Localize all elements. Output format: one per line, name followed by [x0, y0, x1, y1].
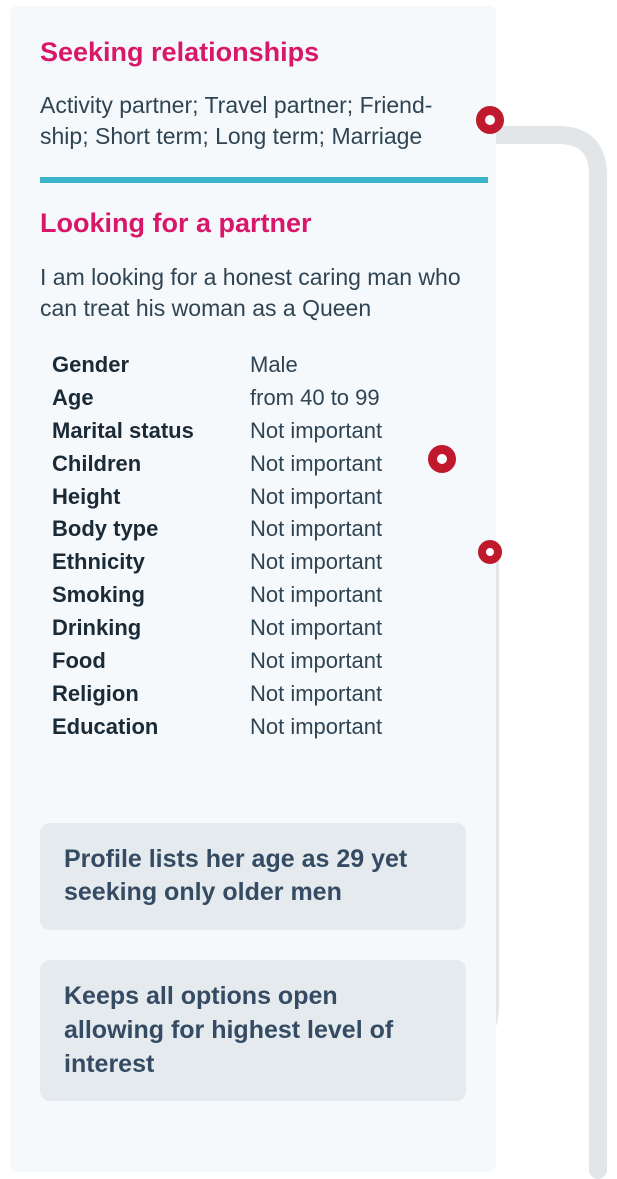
marker-seeking-icon	[476, 106, 504, 134]
criteria-row: GenderMale	[52, 349, 466, 381]
criteria-label: Religion	[52, 678, 250, 710]
criteria-value: Not important	[250, 579, 382, 611]
criteria-value: Not important	[250, 481, 382, 513]
criteria-row: ChildrenNot important	[52, 448, 466, 480]
criteria-value: Not important	[250, 513, 382, 545]
criteria-label: Children	[52, 448, 250, 480]
criteria-row: Agefrom 40 to 99	[52, 382, 466, 414]
criteria-value: Not important	[250, 612, 382, 644]
marker-age-icon	[428, 445, 456, 473]
criteria-value: Not important	[250, 415, 382, 447]
criteria-row: Marital statusNot important	[52, 415, 466, 447]
connector-seeking-rail	[490, 135, 598, 1170]
seeking-text: Activity partner; Travel partner; Friend…	[40, 90, 466, 152]
criteria-label: Ethnicity	[52, 546, 250, 578]
criteria-row: DrinkingNot important	[52, 612, 466, 644]
criteria-value: from 40 to 99	[250, 382, 380, 414]
criteria-value: Not important	[250, 645, 382, 677]
profile-card: Seeking relationships Activity partner; …	[10, 6, 496, 1172]
criteria-label: Marital status	[52, 415, 250, 447]
criteria-row: EthnicityNot important	[52, 546, 466, 578]
criteria-row: SmokingNot important	[52, 579, 466, 611]
callout-age: Profile lists her age as 29 yet seeking …	[40, 823, 466, 931]
criteria-label: Smoking	[52, 579, 250, 611]
callout-group: Profile lists her age as 29 yet seeking …	[40, 823, 466, 1102]
page-root: Seeking relationships Activity partner; …	[0, 0, 617, 1179]
criteria-label: Drinking	[52, 612, 250, 644]
criteria-value: Not important	[250, 678, 382, 710]
criteria-value: Male	[250, 349, 298, 381]
criteria-label: Height	[52, 481, 250, 513]
criteria-label: Gender	[52, 349, 250, 381]
looking-text: I am looking for a honest caring man who…	[40, 262, 466, 324]
criteria-value: Not important	[250, 711, 382, 743]
criteria-row: ReligionNot important	[52, 678, 466, 710]
callout-age-text: Profile lists her age as 29 yet seeking …	[64, 843, 442, 911]
criteria-value: Not important	[250, 448, 382, 480]
criteria-row: EducationNot important	[52, 711, 466, 743]
looking-heading: Looking for a partner	[40, 207, 466, 239]
criteria-label: Education	[52, 711, 250, 743]
criteria-label: Body type	[52, 513, 250, 545]
criteria-row: FoodNot important	[52, 645, 466, 677]
callout-options: Keeps all options open allowing for high…	[40, 960, 466, 1101]
criteria-list: GenderMaleAgefrom 40 to 99Marital status…	[52, 349, 466, 743]
criteria-row: Body typeNot important	[52, 513, 466, 545]
marker-options-icon	[478, 540, 502, 564]
section-divider	[40, 177, 488, 183]
seeking-heading: Seeking relationships	[40, 36, 466, 68]
criteria-value: Not important	[250, 546, 382, 578]
criteria-row: HeightNot important	[52, 481, 466, 513]
criteria-label: Food	[52, 645, 250, 677]
criteria-label: Age	[52, 382, 250, 414]
callout-options-text: Keeps all options open allowing for high…	[64, 980, 442, 1081]
